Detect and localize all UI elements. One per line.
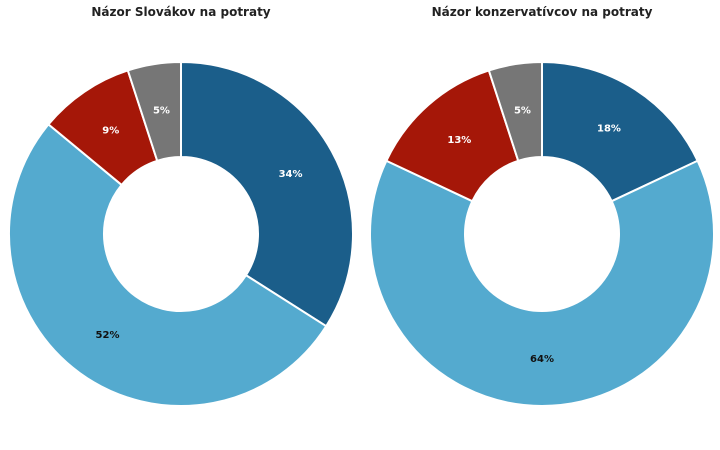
donut-slice — [180, 60, 354, 328]
donut-slice — [541, 60, 699, 203]
donut-slice — [7, 122, 328, 408]
donut-slice — [126, 60, 182, 163]
chart-title: Názor Slovákov na potraty — [91, 5, 270, 19]
chart-title: Názor konzervatívcov na potraty — [432, 5, 653, 19]
data-label: 9% — [102, 126, 119, 137]
data-label: 5% — [153, 106, 170, 117]
data-label: 13% — [447, 135, 471, 146]
data-label: 5% — [514, 106, 531, 117]
data-label: 34% — [279, 169, 303, 180]
data-label: 64% — [530, 354, 554, 365]
data-label: 18% — [597, 123, 621, 134]
donut-slice — [487, 60, 543, 163]
data-label: 52% — [96, 330, 120, 341]
donut-slice — [369, 159, 715, 408]
